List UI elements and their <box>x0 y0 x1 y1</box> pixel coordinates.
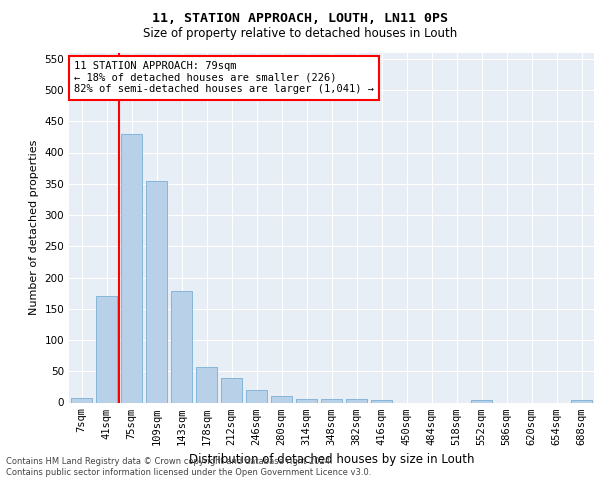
Text: Size of property relative to detached houses in Louth: Size of property relative to detached ho… <box>143 28 457 40</box>
Bar <box>121 134 142 402</box>
Bar <box>571 400 592 402</box>
Bar <box>221 378 242 402</box>
Text: Contains HM Land Registry data © Crown copyright and database right 2024.
Contai: Contains HM Land Registry data © Crown c… <box>6 458 371 477</box>
Bar <box>71 398 92 402</box>
Bar <box>246 390 267 402</box>
Y-axis label: Number of detached properties: Number of detached properties <box>29 140 39 315</box>
Text: 11 STATION APPROACH: 79sqm
← 18% of detached houses are smaller (226)
82% of sem: 11 STATION APPROACH: 79sqm ← 18% of deta… <box>74 61 374 94</box>
Bar <box>196 367 217 402</box>
Bar <box>346 400 367 402</box>
Bar <box>471 400 492 402</box>
Bar <box>321 400 342 402</box>
Bar <box>271 396 292 402</box>
Bar <box>371 400 392 402</box>
Bar <box>171 291 192 403</box>
Bar <box>96 296 117 403</box>
Bar <box>296 399 317 402</box>
Bar <box>146 180 167 402</box>
Text: 11, STATION APPROACH, LOUTH, LN11 0PS: 11, STATION APPROACH, LOUTH, LN11 0PS <box>152 12 448 26</box>
X-axis label: Distribution of detached houses by size in Louth: Distribution of detached houses by size … <box>189 453 474 466</box>
